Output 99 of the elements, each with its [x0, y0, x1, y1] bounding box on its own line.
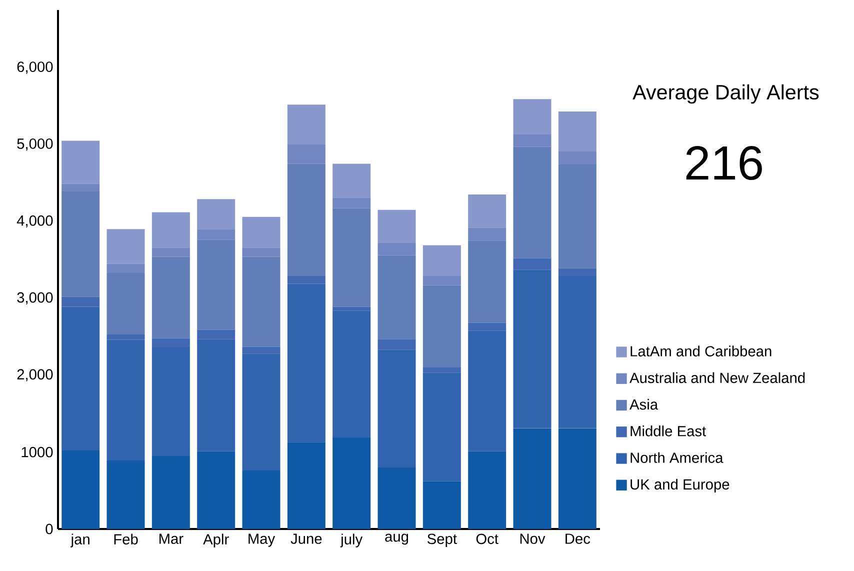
x-tick-label: May: [248, 534, 276, 547]
bar: [513, 134, 552, 147]
y-tick-label: 2,000: [17, 369, 53, 382]
legend-label: North America: [630, 452, 724, 463]
bar: [468, 322, 506, 331]
bar: [468, 228, 506, 241]
bar: [197, 199, 236, 230]
bar: [468, 240, 506, 323]
x-tick-label: Dec: [566, 534, 590, 544]
bar: [106, 229, 145, 264]
bar: [422, 245, 461, 276]
bar: [242, 248, 280, 257]
bar: [558, 428, 596, 529]
bar: [287, 164, 326, 276]
bar: [62, 191, 100, 297]
text: 216: [686, 146, 762, 180]
bar: [152, 248, 190, 257]
bar: [152, 348, 190, 456]
bar: [106, 460, 145, 529]
bar: [558, 164, 596, 268]
x-tick-label: Oct: [476, 534, 498, 544]
bar: [152, 456, 190, 529]
bar: [558, 111, 596, 152]
bar: [422, 285, 461, 368]
bar: [242, 470, 280, 529]
bar: [378, 350, 416, 468]
bar: [513, 258, 552, 270]
bar: [378, 255, 416, 340]
bar: [287, 104, 326, 145]
bar: [106, 334, 145, 340]
bar: [242, 354, 280, 471]
bar: [378, 210, 416, 243]
y-tick-label: 6,000: [17, 62, 53, 74]
bar: [242, 216, 280, 248]
bar: [106, 340, 145, 461]
x-tick-label: Sept: [428, 534, 457, 547]
bar: [197, 330, 236, 340]
y-tick-label: 3,000: [17, 292, 53, 304]
legend-label: Australia and New Zealand: [630, 372, 805, 384]
bar: [513, 428, 552, 529]
bar: [513, 99, 552, 135]
y-tick-label: 5,000: [17, 138, 53, 151]
x-tick-label: June: [290, 534, 322, 544]
bar: [378, 339, 416, 350]
x-tick-label: Nov: [520, 534, 546, 544]
x-tick-label: Mar: [160, 534, 184, 544]
bar: [558, 276, 596, 428]
bar: [332, 306, 371, 311]
y-tick-label: 4,000: [16, 215, 53, 228]
legend-label: Middle East: [630, 426, 706, 436]
y-tick-label: 1000: [22, 446, 53, 458]
x-tick-label: jan: [70, 534, 90, 548]
bar: [468, 330, 506, 452]
bar: [332, 310, 371, 438]
y-tick-label: 0: [46, 524, 53, 534]
bar: [197, 240, 236, 330]
bar: [62, 296, 100, 307]
bar: [152, 338, 190, 348]
bar: [197, 229, 236, 240]
bar: [106, 264, 145, 273]
bar: [287, 284, 326, 442]
bar: [468, 451, 506, 529]
bar: [197, 339, 236, 452]
bar: [378, 242, 416, 256]
bar: [62, 140, 100, 184]
legend-label: UK and Europe: [630, 478, 730, 492]
x-tick-label: Aplr: [203, 534, 229, 548]
bar: [62, 184, 100, 192]
bar: [197, 451, 236, 529]
x-tick-label: aug: [385, 534, 408, 545]
bar: [468, 194, 506, 228]
bar: [62, 306, 100, 451]
bar: [152, 256, 190, 338]
legend-label: LatAm and Caribbean: [630, 346, 772, 356]
bar: [422, 276, 461, 286]
bar: [422, 372, 461, 482]
bar: [558, 151, 596, 165]
bar: [332, 208, 371, 307]
x-tick-label: Feb: [114, 534, 138, 544]
x-tick-label: july: [340, 534, 363, 548]
bar: [332, 437, 371, 529]
bar: [422, 368, 461, 373]
bar: [513, 146, 552, 258]
legend-label: Asia: [630, 398, 658, 410]
bar: [558, 268, 596, 276]
bar: [422, 481, 461, 529]
bar: [242, 346, 280, 354]
bar: [287, 276, 326, 284]
text: Average Daily Alerts: [632, 84, 819, 104]
bar: [378, 467, 416, 529]
bar: [152, 212, 190, 248]
bar: [287, 144, 326, 164]
bar: [287, 442, 326, 529]
bar: [242, 256, 280, 347]
bar: [106, 272, 145, 334]
bar: [332, 164, 371, 198]
bar: [62, 450, 100, 529]
bar: [513, 270, 552, 428]
bar: [332, 198, 371, 208]
